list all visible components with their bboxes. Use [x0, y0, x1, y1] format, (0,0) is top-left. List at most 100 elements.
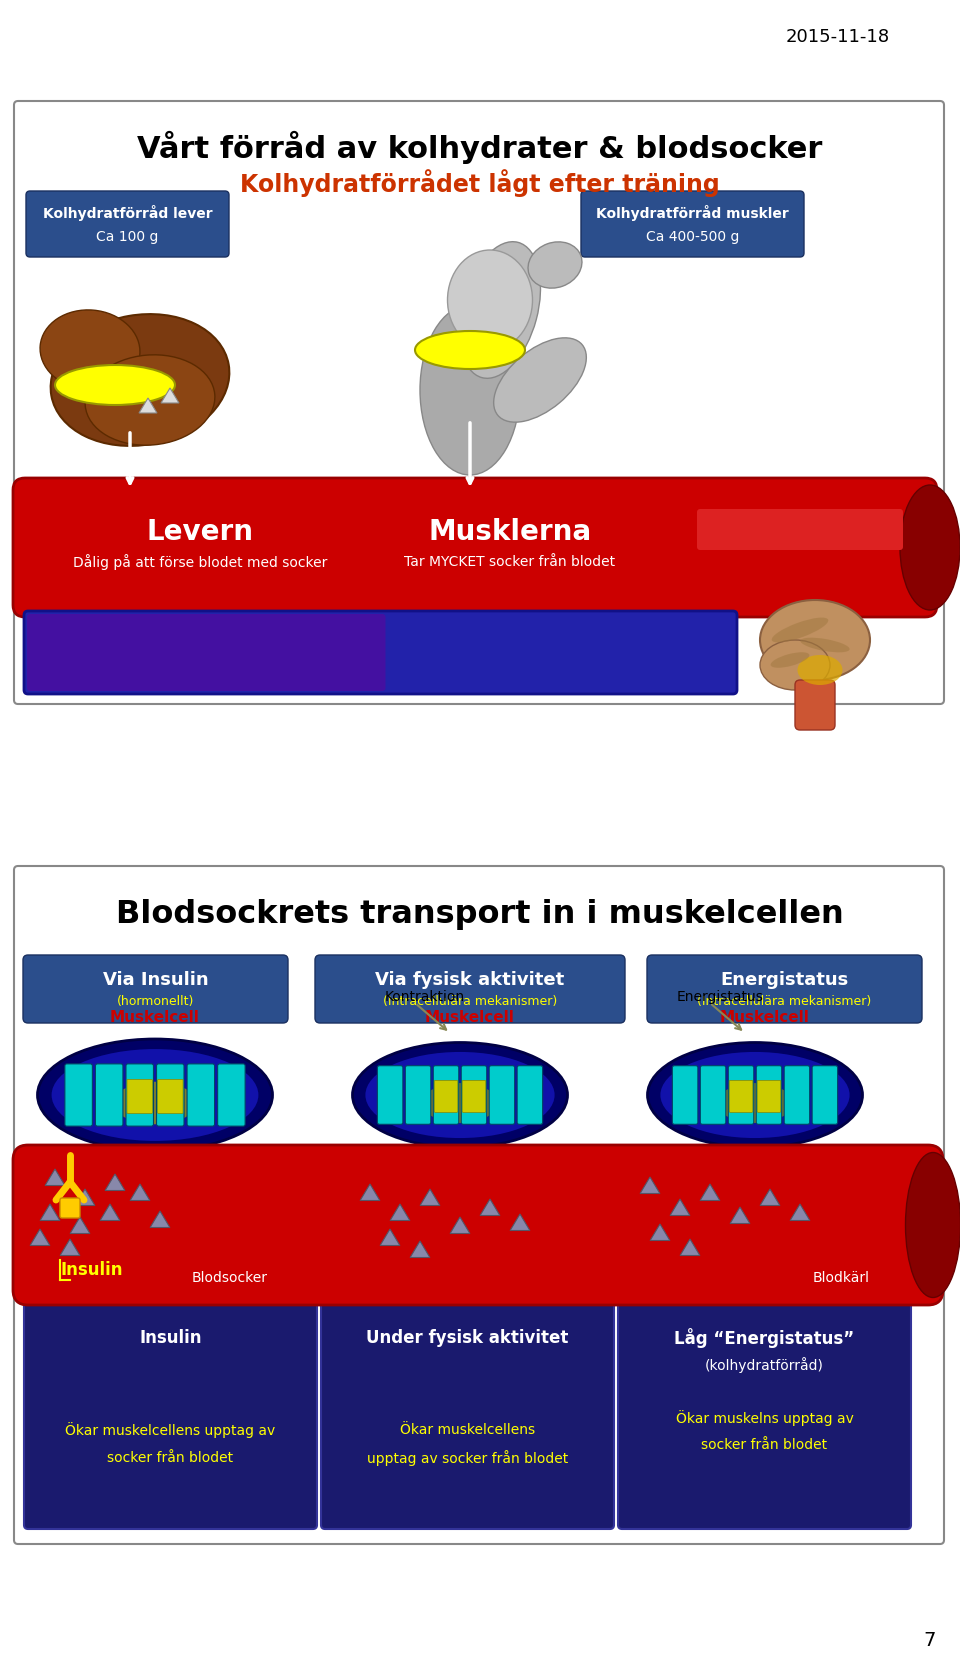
Ellipse shape: [37, 1039, 273, 1151]
FancyBboxPatch shape: [462, 1081, 486, 1113]
FancyBboxPatch shape: [461, 1066, 487, 1124]
Polygon shape: [70, 1217, 90, 1234]
Ellipse shape: [798, 655, 843, 685]
Polygon shape: [105, 1174, 125, 1191]
Polygon shape: [410, 1241, 430, 1257]
Ellipse shape: [647, 1043, 862, 1147]
Polygon shape: [480, 1199, 500, 1216]
FancyBboxPatch shape: [697, 509, 903, 550]
Polygon shape: [30, 1229, 50, 1246]
FancyBboxPatch shape: [24, 610, 737, 693]
Text: (hormonellt): (hormonellt): [117, 996, 194, 1008]
FancyBboxPatch shape: [701, 1066, 726, 1124]
Text: Muskelcell: Muskelcell: [425, 1009, 515, 1024]
Polygon shape: [760, 1189, 780, 1206]
FancyBboxPatch shape: [23, 955, 288, 1023]
Ellipse shape: [51, 314, 229, 446]
FancyBboxPatch shape: [795, 680, 835, 730]
FancyBboxPatch shape: [581, 191, 804, 258]
Polygon shape: [360, 1184, 380, 1201]
FancyBboxPatch shape: [672, 1066, 698, 1124]
Text: Insulin: Insulin: [60, 1261, 123, 1279]
Polygon shape: [700, 1184, 720, 1201]
Ellipse shape: [352, 1043, 567, 1147]
FancyBboxPatch shape: [377, 1066, 403, 1124]
Text: Via Insulin: Via Insulin: [103, 971, 208, 989]
FancyBboxPatch shape: [321, 1295, 614, 1528]
Text: Ca 100 g: Ca 100 g: [96, 229, 158, 244]
FancyBboxPatch shape: [157, 1079, 183, 1114]
Text: upptag av socker från blodet: upptag av socker från blodet: [367, 1450, 568, 1467]
FancyBboxPatch shape: [405, 1066, 431, 1124]
Polygon shape: [790, 1204, 810, 1221]
Text: Ökar muskelcellens upptag av: Ökar muskelcellens upptag av: [65, 1422, 276, 1438]
FancyBboxPatch shape: [14, 101, 944, 703]
Polygon shape: [161, 387, 179, 402]
FancyBboxPatch shape: [65, 1064, 92, 1126]
FancyBboxPatch shape: [433, 1066, 459, 1124]
FancyBboxPatch shape: [60, 1197, 80, 1217]
Ellipse shape: [420, 304, 520, 476]
Polygon shape: [150, 1211, 170, 1227]
Ellipse shape: [40, 309, 140, 391]
Text: Blodsocker: Blodsocker: [192, 1271, 268, 1285]
Text: socker från blodet: socker från blodet: [702, 1438, 828, 1452]
Text: Insulin: Insulin: [139, 1329, 202, 1347]
FancyBboxPatch shape: [812, 1066, 838, 1124]
Text: Levern: Levern: [147, 517, 253, 545]
FancyBboxPatch shape: [24, 1295, 317, 1528]
Ellipse shape: [114, 1081, 196, 1124]
Text: Vårt förråd av kolhydrater & blodsocker: Vårt förråd av kolhydrater & blodsocker: [137, 130, 823, 163]
Ellipse shape: [85, 354, 215, 446]
FancyBboxPatch shape: [517, 1066, 542, 1124]
Text: Tar MYCKET socker från blodet: Tar MYCKET socker från blodet: [404, 555, 615, 569]
Text: Ca 400-500 g: Ca 400-500 g: [646, 229, 739, 244]
Ellipse shape: [52, 1049, 258, 1141]
Ellipse shape: [771, 652, 809, 669]
Text: 2015-11-18: 2015-11-18: [786, 28, 890, 47]
FancyBboxPatch shape: [13, 1146, 943, 1305]
FancyBboxPatch shape: [647, 955, 922, 1023]
Polygon shape: [680, 1239, 700, 1256]
Ellipse shape: [493, 338, 587, 422]
Ellipse shape: [900, 486, 960, 610]
Text: Lågt förråd: Lågt förråd: [80, 379, 151, 391]
Polygon shape: [131, 1184, 150, 1201]
Polygon shape: [75, 1189, 95, 1206]
Ellipse shape: [772, 617, 828, 642]
Polygon shape: [60, 1239, 80, 1256]
Text: socker från blodet: socker från blodet: [108, 1452, 233, 1465]
Text: 5 mmol/l   ( 0,9 g/l): 5 mmol/l ( 0,9 g/l): [733, 522, 867, 537]
Text: Via fysisk aktivitet: Via fysisk aktivitet: [375, 971, 564, 989]
FancyBboxPatch shape: [156, 1064, 184, 1126]
Text: Efter träning → tömda kolhydratförråd: Efter träning → tömda kolhydratförråd: [140, 632, 621, 655]
Text: Energistatus: Energistatus: [720, 971, 849, 989]
FancyBboxPatch shape: [618, 1295, 911, 1528]
FancyBboxPatch shape: [95, 1064, 123, 1126]
FancyBboxPatch shape: [14, 866, 944, 1543]
FancyBboxPatch shape: [13, 477, 937, 617]
Polygon shape: [390, 1204, 410, 1221]
Text: Låg “Energistatus”: Låg “Energistatus”: [674, 1329, 854, 1349]
Polygon shape: [45, 1169, 65, 1186]
Text: Musklerna: Musklerna: [428, 517, 591, 545]
Polygon shape: [510, 1214, 530, 1231]
FancyBboxPatch shape: [729, 1066, 754, 1124]
FancyBboxPatch shape: [784, 1066, 809, 1124]
Ellipse shape: [905, 1152, 960, 1297]
Text: Kontraktion: Kontraktion: [385, 989, 465, 1004]
Text: (kolhydratförråd): (kolhydratförråd): [705, 1357, 824, 1374]
FancyBboxPatch shape: [127, 1079, 153, 1114]
Text: Kolhydratförråd muskler: Kolhydratförråd muskler: [596, 205, 789, 221]
Polygon shape: [650, 1224, 670, 1241]
Ellipse shape: [366, 1053, 555, 1137]
Text: (Intracellulära mekanismer): (Intracellulära mekanismer): [383, 996, 557, 1008]
Text: Under fysisk aktivitet: Under fysisk aktivitet: [367, 1329, 568, 1347]
Text: Muskelcell: Muskelcell: [720, 1009, 810, 1024]
Polygon shape: [100, 1204, 120, 1221]
Text: Dålig på att förse blodet med socker: Dålig på att förse blodet med socker: [73, 554, 327, 570]
Ellipse shape: [760, 640, 830, 690]
Text: Ökar muskelcellens: Ökar muskelcellens: [400, 1424, 535, 1437]
FancyBboxPatch shape: [490, 1066, 515, 1124]
Text: Lågt förråd: Lågt förråd: [435, 344, 505, 356]
